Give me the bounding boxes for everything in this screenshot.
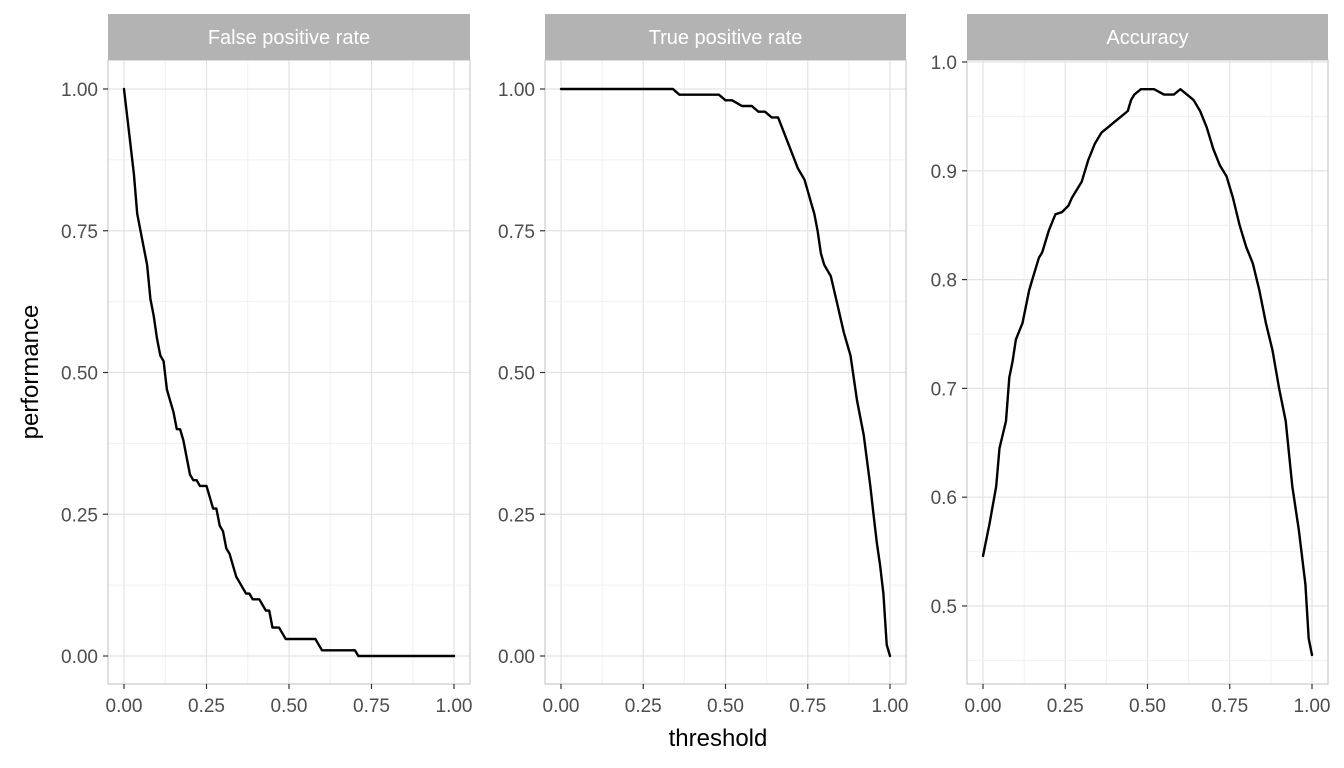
x-tick-label: 0.00: [543, 696, 580, 717]
x-tick-label: 0.00: [106, 696, 143, 717]
strip-label: False positive rate: [208, 27, 370, 49]
y-tick-label: 0.25: [61, 505, 98, 526]
x-tick-label: 1.00: [436, 696, 473, 717]
x-tick-label: 1.00: [1294, 696, 1331, 717]
x-tick-label: 0.50: [271, 696, 308, 717]
y-tick-label: 0.00: [61, 647, 98, 668]
x-tick-label: 0.50: [707, 696, 744, 717]
series-line: [559, 87, 892, 658]
x-tick-label: 0.25: [625, 696, 662, 717]
x-tick-label: 0.75: [353, 696, 390, 717]
y-tick-label: 1.00: [61, 80, 98, 101]
y-tick-label: 0.9: [931, 162, 957, 183]
panel-1: False positive rate 0.00 0.25 0.50 0.75 1.00 0…: [61, 14, 472, 717]
series-line: [122, 87, 456, 658]
x-tick-label: 0.25: [188, 696, 225, 717]
strip-label: True positive rate: [649, 27, 803, 49]
series-line: [981, 88, 1314, 657]
y-tick-label: 0.75: [61, 222, 98, 243]
x-tick-label: 1.00: [872, 696, 909, 717]
strip-background: [967, 14, 1328, 60]
strip-background: [545, 14, 906, 60]
x-tick-label: 0.75: [789, 696, 826, 717]
y-axis-title: performance: [17, 305, 44, 440]
y-tick-label: 1.0: [931, 53, 957, 74]
strip-label: Accuracy: [1106, 27, 1188, 49]
y-tick-label: 0.8: [931, 271, 957, 292]
x-axis-title: threshold: [669, 725, 768, 752]
strip-background: [108, 14, 470, 60]
y-tick-label: 0.25: [498, 505, 535, 526]
y-tick-label: 0.00: [498, 647, 535, 668]
x-tick-label: 0.00: [965, 696, 1002, 717]
y-tick-label: 0.7: [931, 379, 957, 400]
y-tick-label: 0.6: [931, 488, 957, 509]
x-tick-label: 0.50: [1129, 696, 1166, 717]
y-tick-label: 0.5: [931, 597, 957, 618]
x-tick-label: 0.25: [1047, 696, 1084, 717]
panel-2: True positive rate 0.00 0.25 0.50 0.75 1.00 0.…: [498, 14, 908, 717]
y-tick-label: 1.00: [498, 80, 535, 101]
y-tick-label: 0.75: [498, 222, 535, 243]
y-tick-label: 0.50: [498, 364, 535, 385]
x-tick-label: 0.75: [1211, 696, 1248, 717]
y-tick-label: 0.50: [61, 364, 98, 385]
panel-3: Accuracy 0.00 0.25 0.50 0.75 1.00 0.5 0.6 0.7 0.8…: [931, 14, 1331, 717]
chart-panels: False positive rate 0.00 0.25 0.50 0.75 1.00 0…: [61, 14, 1330, 717]
